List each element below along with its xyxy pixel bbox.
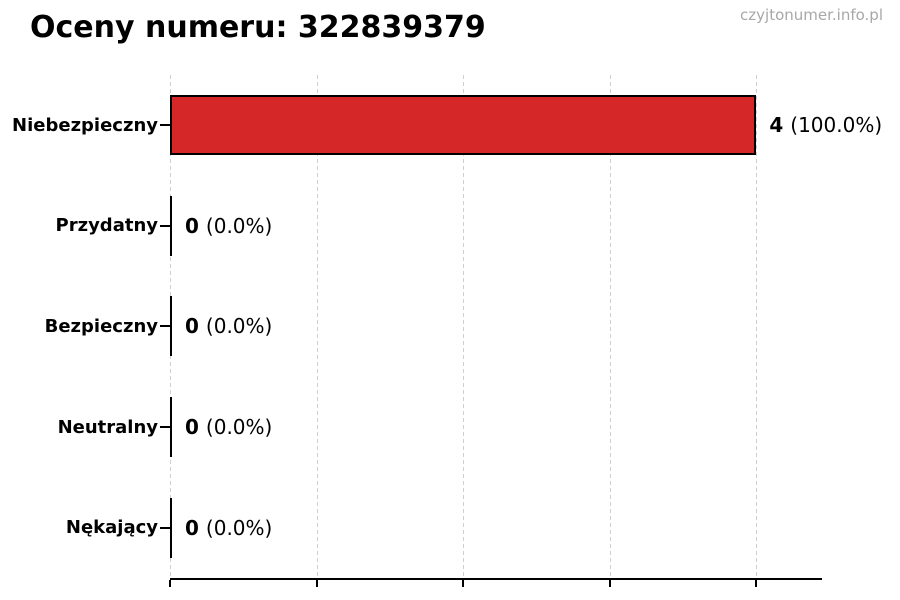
x-axis-tick (462, 580, 465, 587)
value-label: 0 (0.0%) (185, 516, 272, 540)
chart-row: Niebezpieczny 4 (100.0%) (0, 75, 900, 176)
bar (170, 296, 172, 357)
x-axis-tick (315, 580, 318, 587)
value-percent: (0.0%) (205, 515, 273, 540)
chart-row: Nękający 0 (0.0%) (0, 477, 900, 578)
category-label: Neutralny (57, 416, 158, 438)
chart-row: Neutralny 0 (0.0%) (0, 377, 900, 478)
value-percent: (0.0%) (205, 213, 273, 238)
bar (170, 397, 172, 458)
chart-row: Przydatny 0 (0.0%) (0, 176, 900, 277)
value-count: 4 (769, 113, 784, 138)
value-label: 4 (100.0%) (769, 113, 882, 137)
x-axis-tick (755, 580, 758, 587)
category-label: Bezpieczny (44, 315, 158, 337)
bar-area: 4 (100.0%) (170, 75, 882, 176)
bar (170, 95, 757, 156)
value-label: 0 (0.0%) (185, 314, 272, 338)
chart-title: Oceny numeru: 322839379 (30, 10, 486, 45)
value-percent: (0.0%) (205, 314, 273, 339)
bar-area: 0 (0.0%) (170, 477, 815, 578)
value-count: 0 (185, 515, 199, 540)
gridline (463, 75, 465, 578)
bar (170, 195, 172, 256)
watermark-text: czyjtonumer.info.pl (740, 6, 883, 24)
category-label: Nękający (65, 517, 158, 539)
y-axis-tick (160, 224, 170, 227)
y-axis-tick (160, 124, 170, 127)
value-count: 0 (185, 415, 199, 440)
x-axis-spine (170, 578, 822, 580)
bar (170, 497, 172, 558)
gridline (316, 75, 318, 578)
y-axis-tick (160, 526, 170, 529)
y-axis-tick (160, 426, 170, 429)
bar-area: 0 (0.0%) (170, 377, 815, 478)
bar-area: 0 (0.0%) (170, 176, 815, 277)
value-count: 0 (185, 314, 199, 339)
value-label: 0 (0.0%) (185, 415, 272, 439)
value-percent: (0.0%) (205, 415, 273, 440)
gridline (756, 75, 758, 578)
value-label: 0 (0.0%) (185, 214, 272, 238)
x-axis-tick (608, 580, 611, 587)
x-axis-tick (169, 580, 171, 587)
chart-row: Bezpieczny 0 (0.0%) (0, 276, 900, 377)
value-count: 0 (185, 213, 199, 238)
y-axis-tick (160, 325, 170, 328)
category-label: Przydatny (55, 215, 158, 237)
gridline (609, 75, 611, 578)
bar-area: 0 (0.0%) (170, 276, 815, 377)
bar-chart: Przydatny 0 (0.0%) Bezpieczny 0 (0.0%) Neu… (0, 75, 900, 587)
value-percent: (100.0%) (790, 113, 883, 138)
category-label: Niebezpieczny (12, 114, 158, 136)
